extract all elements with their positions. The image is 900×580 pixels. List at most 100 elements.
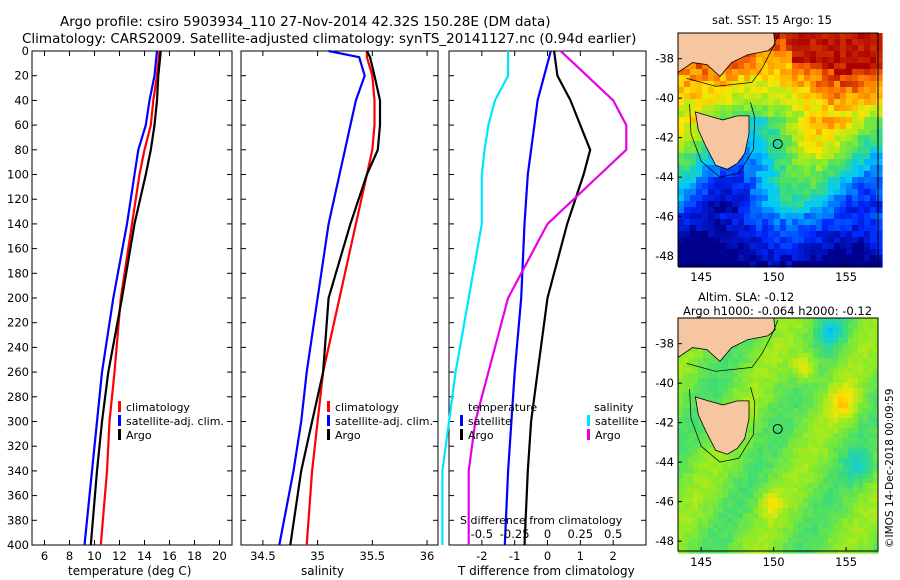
map-cell — [813, 388, 819, 394]
map-cell — [848, 383, 854, 389]
map-cell — [813, 483, 819, 489]
map-cell — [833, 403, 839, 409]
map-cell — [810, 183, 817, 190]
map-cell — [732, 201, 739, 208]
map-cell — [783, 508, 789, 514]
map-cell — [696, 135, 703, 142]
map-cell — [798, 177, 805, 184]
map-cell — [773, 528, 779, 534]
map-cell — [840, 201, 847, 208]
map-cell — [846, 177, 853, 184]
map-cell — [753, 388, 759, 394]
map-cell — [756, 141, 763, 148]
map-cell — [748, 488, 754, 494]
map-cell — [813, 338, 819, 344]
map-cell — [810, 201, 817, 208]
map-cell — [756, 231, 763, 238]
map-cell — [774, 81, 781, 88]
map-cell — [804, 171, 811, 178]
map-cell — [804, 57, 811, 64]
map-cell — [833, 348, 839, 354]
map-cell — [723, 373, 729, 379]
map-cell — [738, 87, 745, 94]
map-cell — [804, 111, 811, 118]
map-cell — [834, 51, 841, 58]
map-cell — [828, 503, 834, 509]
map-cell — [798, 135, 805, 142]
map-cell — [758, 338, 764, 344]
map-cell — [778, 463, 784, 469]
map-cell — [873, 483, 879, 489]
map-cell — [788, 468, 794, 474]
map-cell — [678, 117, 685, 124]
lat-tick-label: -42 — [655, 131, 674, 145]
map-cell — [858, 207, 865, 214]
map-cell — [863, 433, 869, 439]
map-cell — [788, 338, 794, 344]
map-cell — [758, 403, 764, 409]
map-cell — [868, 528, 874, 534]
map-cell — [863, 418, 869, 424]
map-cell — [843, 458, 849, 464]
map-cell — [753, 428, 759, 434]
map-cell — [768, 353, 774, 359]
map-cell — [713, 383, 719, 389]
map-cell — [803, 378, 809, 384]
map-cell — [852, 159, 859, 166]
map-cell — [853, 383, 859, 389]
map-cell — [863, 363, 869, 369]
map-cell — [793, 403, 799, 409]
map-cell — [864, 117, 871, 124]
map-cell — [780, 63, 787, 70]
map-cell — [762, 249, 769, 256]
map-cell — [753, 483, 759, 489]
map-cell — [858, 483, 864, 489]
map-cell — [753, 398, 759, 404]
salinity-legend: climatology satellite-adj. clim. Argo — [327, 401, 433, 442]
map-cell — [726, 189, 733, 196]
map-cell — [863, 483, 869, 489]
map-cell — [768, 508, 774, 514]
map-cell — [678, 159, 685, 166]
map-cell — [833, 328, 839, 334]
map-cell — [696, 165, 703, 172]
map-cell — [732, 75, 739, 82]
map-cell — [828, 338, 834, 344]
map-cell — [822, 231, 829, 238]
map-cell — [810, 51, 817, 58]
map-cell — [843, 513, 849, 519]
map-cell — [863, 528, 869, 534]
map-cell — [843, 538, 849, 544]
map-cell — [758, 538, 764, 544]
map-cell — [793, 458, 799, 464]
map-cell — [698, 353, 704, 359]
map-cell — [810, 93, 817, 100]
map-cell — [690, 87, 697, 94]
map-cell — [868, 343, 874, 349]
map-cell — [848, 468, 854, 474]
map-cell — [743, 503, 749, 509]
map-cell — [733, 463, 739, 469]
map-cell — [762, 57, 769, 64]
map-cell — [793, 328, 799, 334]
map-cell — [774, 189, 781, 196]
map-cell — [780, 39, 787, 46]
map-cell — [822, 201, 829, 208]
map-cell — [750, 105, 757, 112]
map-cell — [788, 543, 794, 549]
map-cell — [873, 418, 879, 424]
map-cell — [858, 468, 864, 474]
map-cell — [810, 147, 817, 154]
map-cell — [810, 45, 817, 52]
map-cell — [703, 528, 709, 534]
map-cell — [763, 388, 769, 394]
map-cell — [683, 503, 689, 509]
map-cell — [828, 358, 834, 364]
map-cell — [863, 358, 869, 364]
map-cell — [756, 183, 763, 190]
map-cell — [848, 418, 854, 424]
map-cell — [803, 453, 809, 459]
map-cell — [793, 453, 799, 459]
map-cell — [723, 378, 729, 384]
map-cell — [683, 473, 689, 479]
